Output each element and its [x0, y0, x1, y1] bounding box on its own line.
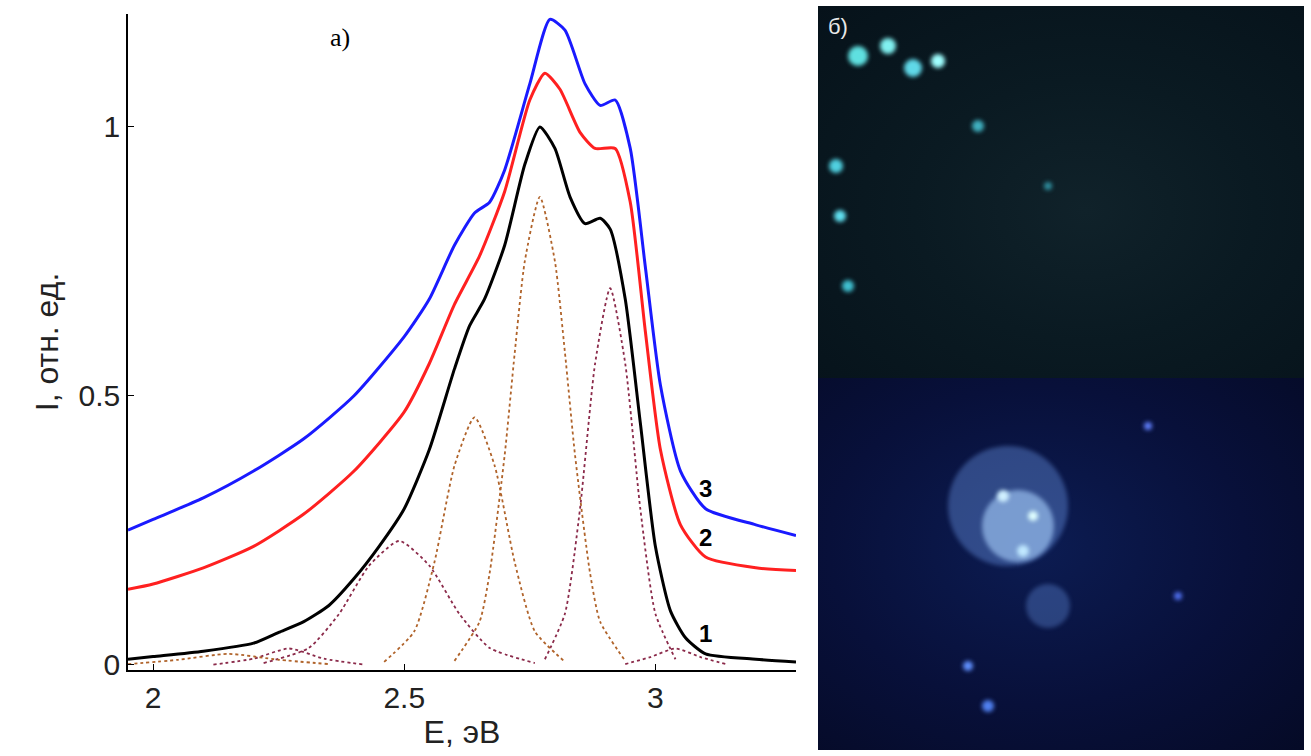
- svg-text:I, отн. ед.: I, отн. ед.: [29, 273, 65, 412]
- svg-text:а): а): [330, 23, 350, 52]
- svg-text:2: 2: [145, 681, 162, 714]
- svg-text:3: 3: [647, 681, 664, 714]
- svg-text:2.5: 2.5: [383, 681, 425, 714]
- svg-text:1: 1: [104, 110, 121, 143]
- svg-text:1: 1: [699, 620, 712, 647]
- svg-text:2: 2: [699, 524, 712, 551]
- svg-text:0.5: 0.5: [79, 379, 121, 412]
- svg-text:E, эВ: E, эВ: [424, 714, 501, 750]
- svg-text:0: 0: [104, 648, 121, 681]
- svg-text:3: 3: [699, 475, 712, 502]
- html-text:б): б): [828, 14, 848, 39]
